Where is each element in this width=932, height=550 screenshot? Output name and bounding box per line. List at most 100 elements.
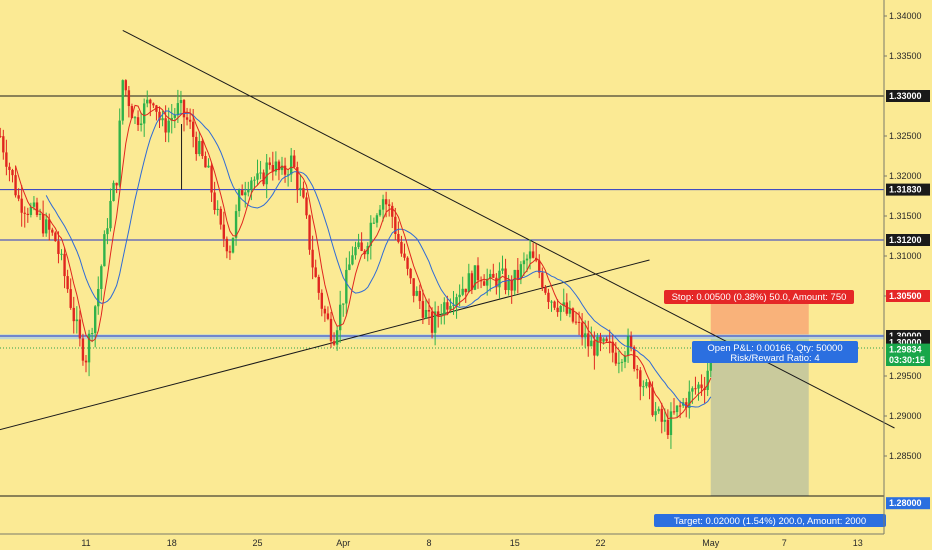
candle-body bbox=[216, 208, 219, 210]
axis-badge: 1.29834 bbox=[886, 343, 930, 356]
candle-body bbox=[464, 288, 467, 293]
candle-body bbox=[424, 310, 428, 318]
candle-body bbox=[296, 167, 299, 190]
axis-badge: 1.30500 bbox=[886, 290, 930, 302]
candle-body bbox=[528, 251, 532, 259]
candle-body bbox=[130, 106, 134, 119]
candle-body bbox=[590, 340, 593, 347]
candle-body bbox=[289, 155, 293, 175]
candle-body bbox=[476, 265, 480, 281]
candle-body bbox=[93, 306, 97, 334]
x-tick-label: 25 bbox=[252, 538, 262, 548]
stop-label[interactable]: Stop: 0.00500 (0.38%) 50.0, Amount: 750 bbox=[664, 290, 854, 304]
candle-body bbox=[636, 368, 639, 371]
candle-body bbox=[354, 247, 357, 256]
candle-body bbox=[109, 200, 112, 229]
candle-body bbox=[149, 99, 152, 104]
candle-body bbox=[265, 162, 268, 185]
candle-body bbox=[666, 419, 670, 436]
candle-body bbox=[574, 321, 578, 323]
candle-body bbox=[115, 182, 118, 186]
candle-body bbox=[323, 308, 327, 314]
candle-body bbox=[256, 173, 259, 180]
candle-body bbox=[342, 303, 345, 305]
y-tick-label: 1.31000 bbox=[889, 251, 922, 261]
candle-body bbox=[75, 319, 79, 322]
candle-body bbox=[72, 307, 75, 322]
y-tick-label: 1.32500 bbox=[889, 131, 922, 141]
candle-body bbox=[501, 268, 504, 271]
candle-body bbox=[164, 118, 167, 133]
candle-body bbox=[366, 245, 369, 255]
candle-body bbox=[311, 249, 314, 268]
candle-body bbox=[403, 253, 406, 258]
y-tick-label: 1.32000 bbox=[889, 171, 922, 181]
candle-body bbox=[507, 279, 510, 291]
candle-body bbox=[335, 330, 339, 345]
candle-body bbox=[244, 192, 247, 196]
candle-body bbox=[274, 161, 278, 172]
candle-body bbox=[568, 308, 572, 314]
candle-body bbox=[60, 253, 63, 255]
candle-body bbox=[338, 304, 342, 331]
candle-body bbox=[253, 179, 256, 181]
pnl-label[interactable]: Open P&L: 0.00166, Qty: 50000Risk/Reward… bbox=[692, 341, 858, 364]
x-tick-label: May bbox=[702, 538, 720, 548]
candle-body bbox=[262, 172, 265, 185]
candle-body bbox=[41, 213, 45, 234]
trendline-1[interactable] bbox=[0, 259, 650, 442]
candle-body bbox=[510, 279, 513, 291]
candle-body bbox=[326, 313, 330, 319]
candle-body bbox=[525, 258, 529, 261]
candle-body bbox=[489, 273, 492, 279]
candle-body bbox=[201, 141, 204, 157]
candle-body bbox=[35, 202, 39, 215]
moving-averages bbox=[15, 104, 712, 420]
candle-body bbox=[271, 165, 275, 172]
candle-body bbox=[400, 241, 403, 254]
slow-moving-average bbox=[45, 110, 712, 408]
x-tick-label: 13 bbox=[853, 538, 863, 548]
position-tool[interactable] bbox=[710, 296, 809, 496]
candle-body bbox=[320, 292, 324, 309]
candles bbox=[0, 79, 712, 449]
candle-body bbox=[11, 169, 14, 176]
candle-body bbox=[706, 370, 709, 390]
candle-body bbox=[394, 216, 397, 234]
candle-body bbox=[669, 411, 673, 436]
candle-body bbox=[504, 268, 507, 291]
candle-body bbox=[213, 192, 216, 210]
candle-body bbox=[8, 166, 11, 170]
candle-body bbox=[642, 386, 645, 388]
candle-body bbox=[305, 197, 308, 216]
candle-body bbox=[182, 100, 186, 118]
candle-body bbox=[299, 187, 302, 190]
x-tick-label: 11 bbox=[81, 538, 90, 548]
candle-body bbox=[112, 182, 115, 201]
target-label[interactable]: Target: 0.02000 (1.54%) 200.0, Amount: 2… bbox=[654, 514, 886, 527]
candle-body bbox=[20, 198, 23, 213]
candle-body bbox=[547, 292, 550, 302]
candle-body bbox=[626, 336, 630, 356]
candle-body bbox=[412, 278, 415, 296]
candle-body bbox=[0, 136, 2, 137]
candle-body bbox=[259, 172, 262, 174]
candle-body bbox=[697, 384, 700, 389]
candle-body bbox=[207, 165, 210, 168]
x-axis[interactable]: 11 18 25 Apr 8 15 22 May 7 13 bbox=[81, 538, 862, 548]
candle-body bbox=[302, 187, 305, 198]
candle-body bbox=[158, 111, 161, 121]
candle-body bbox=[124, 80, 128, 91]
candle-body bbox=[470, 273, 474, 290]
candle-body bbox=[605, 338, 608, 342]
candle-body bbox=[629, 336, 633, 348]
candle-body bbox=[198, 141, 201, 155]
y-axis[interactable]: 1.34000 1.33500 1.32500 1.32000 1.31500 1.310… bbox=[884, 11, 930, 510]
candle-body bbox=[54, 232, 57, 242]
candle-body bbox=[427, 310, 431, 312]
candle-body bbox=[280, 165, 284, 171]
candle-body bbox=[348, 264, 351, 270]
candle-body bbox=[587, 333, 590, 347]
candle-body bbox=[308, 215, 311, 250]
